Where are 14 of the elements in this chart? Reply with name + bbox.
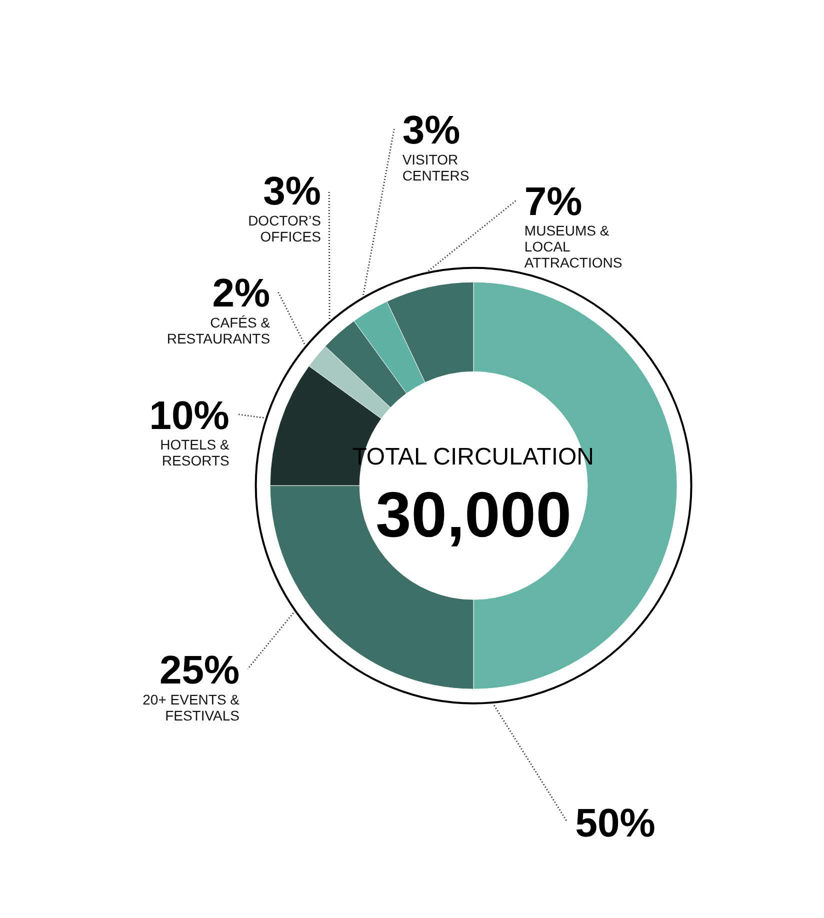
data-label: 3% [263,170,321,214]
data-label: 10% [149,394,230,438]
slice-label: MUSEUMS & LOCAL ATTRACTIONS [524,222,622,271]
slice-label: CAFÉS & RESTAURANTS [166,314,271,346]
slice-label: VISITOR CENTERS [402,151,470,184]
slice-label: DOCTOR’S OFFICES [248,212,321,245]
data-label: 2% [212,272,270,316]
data-label: 3% [402,108,460,153]
slice-label: 20+ EVENTS & FESTIVALS [142,691,240,724]
slice-label: HOTELS & RESORTS [160,436,230,469]
text: 30,000 [376,478,572,551]
data-label: 7% [524,180,582,224]
data-label: 25% [159,648,240,693]
data-label: 50% [575,801,656,846]
